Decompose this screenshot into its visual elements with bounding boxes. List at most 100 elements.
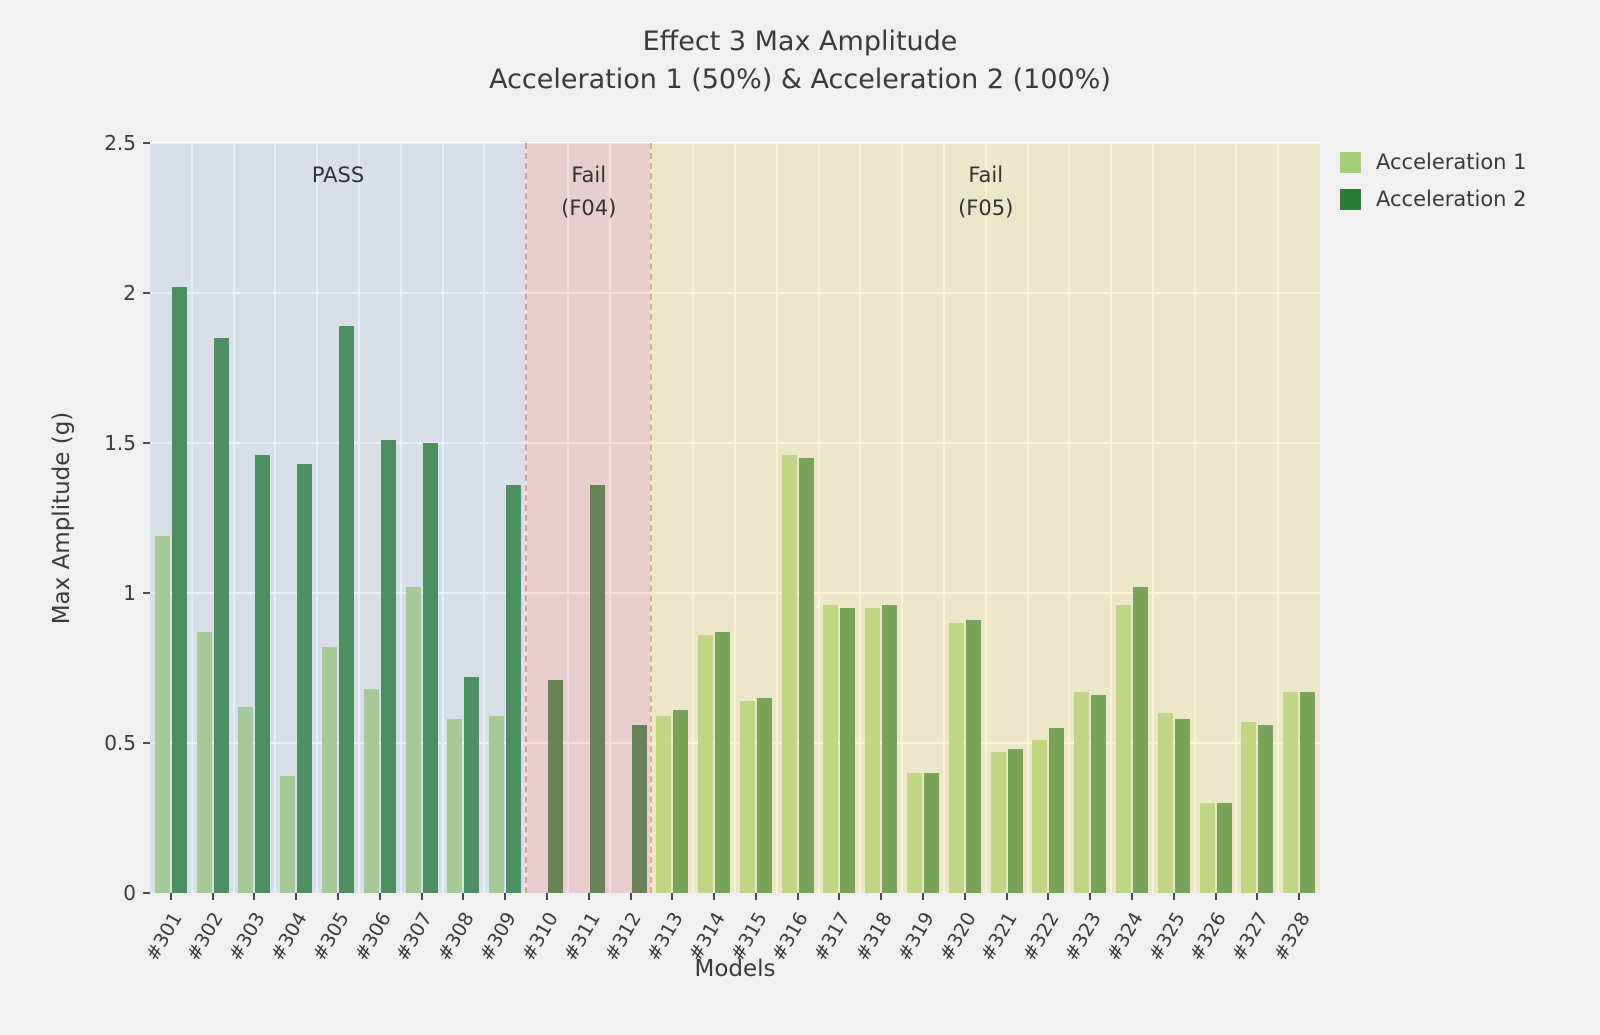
x-tick-label-text: #320 [935, 908, 981, 965]
bar-acceleration-2-320 [965, 620, 981, 893]
vertical-gridline [316, 143, 319, 893]
bar-acceleration-2-319 [924, 773, 940, 893]
x-tick-mark [880, 893, 883, 900]
bar-acceleration-1-314 [698, 635, 714, 893]
x-tick-mark [169, 893, 172, 900]
bar-acceleration-1-324 [1115, 605, 1131, 893]
bar-acceleration-1-303 [238, 707, 254, 893]
bar-acceleration-2-318 [882, 605, 898, 893]
y-tick-mark [143, 742, 150, 744]
bar-acceleration-1-319 [907, 773, 923, 893]
bar-acceleration-2-313 [673, 710, 689, 893]
bar-acceleration-2-325 [1174, 719, 1190, 893]
legend-label: Acceleration 2 [1376, 187, 1527, 211]
x-tick-label-text: #301 [141, 908, 187, 965]
region-label-text: PASS [311, 163, 365, 187]
bar-acceleration-1-325 [1157, 713, 1173, 893]
y-tick-label: 2 [123, 281, 136, 305]
x-tick-label-text: #326 [1185, 908, 1232, 965]
region-sublabel-text: (F04) [561, 195, 617, 220]
bar-acceleration-2-302 [213, 338, 229, 893]
bar-acceleration-1-316 [781, 455, 797, 893]
x-tick-mark [963, 893, 966, 900]
region-overlay-fail-f05 [651, 143, 1320, 893]
bar-acceleration-2-326 [1216, 803, 1232, 893]
bar-acceleration-1-315 [739, 701, 755, 893]
x-tick-label-text: #327 [1227, 908, 1273, 965]
vertical-gridline [1193, 143, 1196, 893]
vertical-gridline [942, 143, 945, 893]
region-label: Fail (F04) [526, 159, 651, 224]
vertical-gridline [190, 143, 193, 893]
bar-acceleration-2-305 [339, 326, 355, 893]
x-tick-label-text: #312 [600, 908, 647, 965]
x-tick-label-text: #311 [559, 908, 605, 965]
bar-acceleration-2-322 [1049, 728, 1065, 893]
bar-acceleration-2-301 [171, 287, 187, 893]
x-tick-label-text: #318 [851, 908, 897, 965]
bar-acceleration-1-327 [1241, 722, 1257, 893]
x-tick-mark [295, 893, 298, 900]
legend-swatch [1340, 151, 1361, 173]
x-tick-label-text: #325 [1144, 908, 1190, 965]
y-tick-label: 2.5 [104, 131, 136, 155]
x-tick-mark [504, 893, 507, 900]
y-tick-mark [143, 142, 150, 144]
x-tick-label-text: #322 [1018, 908, 1064, 965]
vertical-gridline [441, 143, 444, 893]
bar-acceleration-1-313 [656, 716, 672, 893]
legend-swatch [1340, 188, 1361, 210]
vertical-gridline [608, 143, 611, 893]
x-tick-label-text: #324 [1102, 908, 1148, 965]
x-tick-mark [1298, 893, 1301, 900]
bar-acceleration-1-321 [990, 752, 1006, 893]
x-tick-mark [713, 893, 716, 900]
region-overlay-pass [150, 143, 527, 893]
y-tick-label: 0 [123, 881, 136, 905]
bar-acceleration-1-326 [1199, 803, 1215, 893]
bar-acceleration-1-322 [1032, 740, 1048, 893]
y-axis-label: Max Amplitude (g) [49, 411, 75, 625]
bar-acceleration-1-309 [489, 716, 505, 893]
bar-acceleration-2-316 [798, 458, 814, 893]
y-tick-label: 1.5 [104, 431, 136, 455]
x-tick-mark [1130, 893, 1133, 900]
vertical-gridline [1110, 143, 1113, 893]
bar-acceleration-2-327 [1258, 725, 1274, 893]
bar-acceleration-2-304 [297, 464, 313, 893]
bar-acceleration-2-323 [1091, 695, 1107, 893]
x-tick-label-text: #302 [183, 908, 229, 965]
x-tick-mark [796, 893, 799, 900]
bar-acceleration-2-309 [506, 485, 522, 893]
x-tick-label-text: #313 [642, 908, 688, 965]
vertical-gridline [817, 143, 820, 893]
bar-acceleration-1-308 [447, 719, 463, 893]
region-label-text: Fail [968, 163, 1004, 187]
x-tick-label-text: #304 [266, 908, 312, 965]
bar-acceleration-1-318 [865, 608, 881, 893]
x-tick-label-text: #307 [391, 908, 438, 965]
bar-acceleration-2-321 [1007, 749, 1023, 893]
x-tick-mark [922, 893, 925, 900]
vertical-gridline [483, 143, 486, 893]
x-tick-label-text: #319 [893, 908, 939, 965]
vertical-gridline [357, 143, 360, 893]
x-tick-label-text: #309 [475, 908, 521, 965]
bar-acceleration-1-320 [948, 623, 964, 893]
bar-acceleration-2-312 [631, 725, 647, 893]
x-tick-mark [1256, 893, 1259, 900]
region-label: Fail (F05) [651, 159, 1320, 224]
bar-acceleration-2-307 [422, 443, 438, 893]
x-tick-mark [1005, 893, 1008, 900]
region-label: PASS [150, 159, 526, 192]
x-tick-mark [462, 893, 465, 900]
vertical-gridline [1277, 143, 1280, 893]
x-tick-label-text: #323 [1060, 908, 1106, 965]
bar-acceleration-1-301 [154, 536, 170, 893]
bar-acceleration-1-304 [280, 776, 296, 893]
legend-row: Acceleration 2 [1340, 187, 1527, 211]
x-tick-mark [1172, 893, 1175, 900]
vertical-gridline [984, 143, 987, 893]
vertical-gridline [1026, 143, 1029, 893]
x-tick-mark [253, 893, 256, 900]
